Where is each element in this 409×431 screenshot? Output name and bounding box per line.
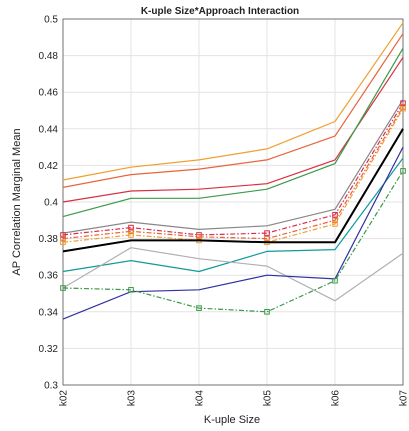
series-line — [62, 22, 404, 181]
series-12 — [62, 146, 404, 320]
data-point — [128, 228, 134, 235]
data-point — [332, 277, 338, 284]
axis-ticks: 0.3 0.32 0.34 0.36 0.38 0.4 0.42 0.44 0.46 0.48 0.… — [39, 15, 409, 407]
series-9 — [62, 128, 404, 253]
data-point — [196, 233, 202, 240]
data-point — [264, 230, 270, 236]
y-tick-label: 0.38 — [39, 234, 59, 245]
y-tick-label: 0.32 — [39, 344, 59, 355]
series-7 — [60, 104, 406, 242]
x-tick-label: k04 — [195, 390, 206, 407]
series-1 — [62, 22, 404, 181]
series-line — [62, 106, 404, 240]
data-point — [196, 305, 202, 311]
data-point — [264, 309, 270, 315]
grid — [62, 18, 404, 386]
chart-title: K-uple Size*Approach Interaction — [141, 6, 299, 17]
data-point — [332, 217, 338, 224]
data-point — [128, 224, 134, 231]
data-point — [60, 232, 66, 238]
y-tick-label: 0.36 — [39, 271, 59, 282]
series-line — [62, 170, 404, 313]
series-5 — [62, 99, 404, 234]
data-point — [60, 239, 66, 246]
series-group — [60, 22, 406, 320]
y-tick-label: 0.42 — [39, 161, 59, 172]
y-tick-label: 0.46 — [39, 88, 59, 99]
x-tick-label: k05 — [263, 390, 274, 407]
series-10 — [62, 157, 404, 273]
series-line — [62, 99, 404, 234]
series-line — [62, 33, 404, 188]
data-point — [332, 212, 338, 218]
data-point — [60, 285, 66, 291]
y-axis-label: AP Correlation Marginal Mean — [11, 128, 23, 275]
data-point — [400, 168, 406, 174]
series-11 — [62, 247, 404, 302]
series-line — [62, 47, 404, 218]
y-tick-label: 0.48 — [39, 51, 59, 62]
data-point — [332, 221, 338, 227]
data-point — [400, 100, 406, 106]
series-line — [62, 157, 404, 273]
series-4 — [62, 47, 404, 218]
data-point — [264, 235, 270, 242]
series-line — [62, 57, 404, 203]
x-tick-label: k07 — [399, 390, 409, 407]
x-tick-label: k06 — [331, 390, 342, 407]
series-13 — [60, 168, 406, 315]
y-tick-label: 0.4 — [44, 198, 58, 209]
y-tick-label: 0.44 — [39, 124, 59, 135]
x-axis-label: K-uple Size — [204, 414, 260, 426]
data-point — [128, 232, 134, 238]
data-point — [400, 105, 406, 112]
series-2 — [62, 33, 404, 188]
data-point — [60, 235, 66, 242]
series-line — [62, 128, 404, 253]
y-tick-label: 0.5 — [44, 15, 58, 26]
x-tick-label: k02 — [59, 390, 70, 407]
data-point — [128, 287, 134, 293]
series-line — [62, 146, 404, 320]
series-line — [62, 102, 404, 236]
y-tick-label: 0.3 — [44, 381, 58, 392]
x-tick-label: k03 — [127, 390, 138, 407]
series-3 — [62, 57, 404, 203]
y-tick-label: 0.34 — [39, 307, 59, 318]
series-6 — [60, 100, 406, 238]
series-line — [62, 247, 404, 302]
